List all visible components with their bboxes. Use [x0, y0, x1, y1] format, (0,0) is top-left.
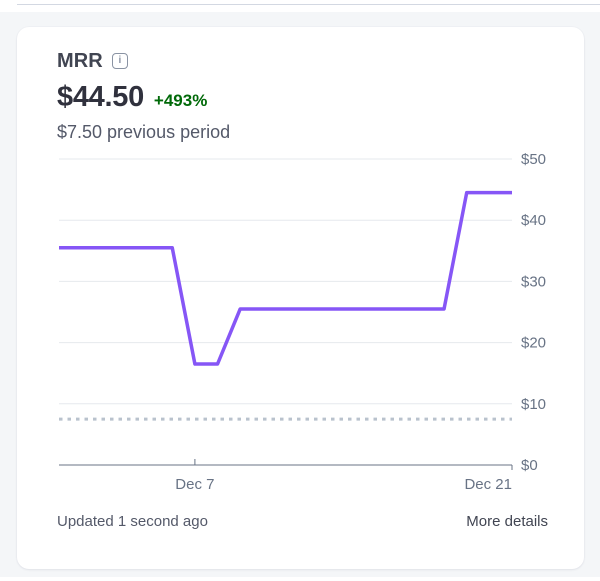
y-label-20: $20: [521, 335, 546, 352]
card-header: MRR i $44.50 +493% $7.50 previous period: [57, 49, 548, 143]
x-label-dec-7: Dec 7: [175, 476, 214, 493]
y-label-10: $10: [521, 396, 546, 413]
mrr-line-chart[interactable]: Dec 7 Dec 21 $0 $10 $20 $30 $40 $50: [17, 152, 584, 497]
card-footer: Updated 1 second ago More details: [57, 513, 548, 530]
metric-subtitle: $7.50 previous period: [57, 122, 231, 142]
info-icon[interactable]: i: [111, 53, 128, 69]
more-details-link[interactable]: More details: [466, 513, 548, 530]
y-label-40: $40: [521, 212, 546, 229]
x-label-dec-21: Dec 21: [464, 476, 512, 493]
top-divider: [17, 4, 600, 5]
mrr-metric-card: MRR i $44.50 +493% $7.50 previous period…: [17, 27, 584, 569]
info-icon-glyph: i: [118, 55, 122, 66]
y-label-30: $30: [521, 273, 546, 290]
series-line-mrr[interactable]: [59, 190, 512, 366]
y-label-0: $0: [521, 457, 538, 474]
metric-delta-badge: +493%: [153, 91, 208, 110]
y-label-50: $50: [521, 152, 546, 168]
updated-timestamp: Updated 1 second ago: [57, 513, 208, 530]
metric-value: $44.50: [57, 81, 144, 113]
card-title: MRR: [57, 50, 103, 72]
